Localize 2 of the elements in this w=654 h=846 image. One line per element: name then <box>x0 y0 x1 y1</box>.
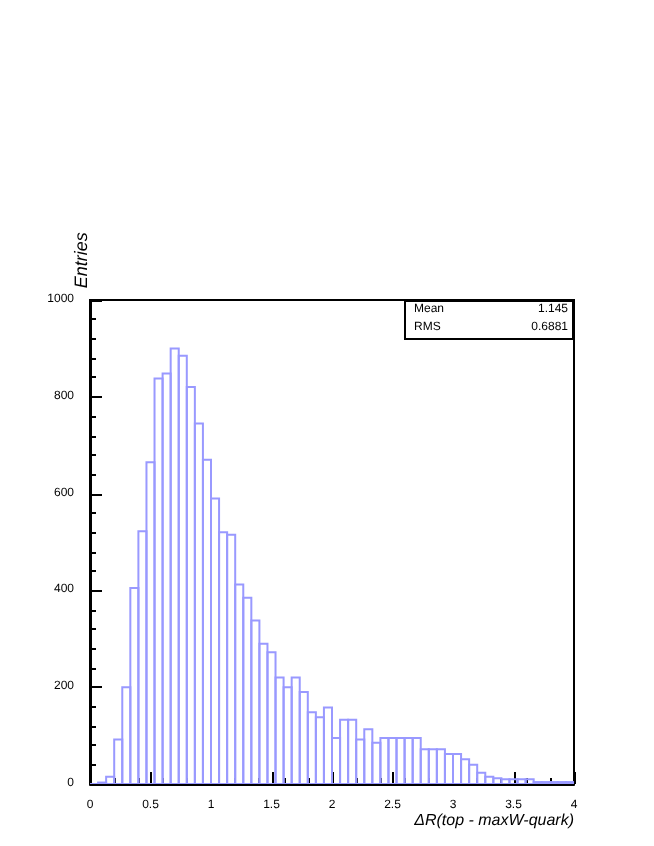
x-axis-title: ΔR(top - maxW-quark) <box>412 811 575 829</box>
y-axis-title: Entries <box>71 231 91 289</box>
